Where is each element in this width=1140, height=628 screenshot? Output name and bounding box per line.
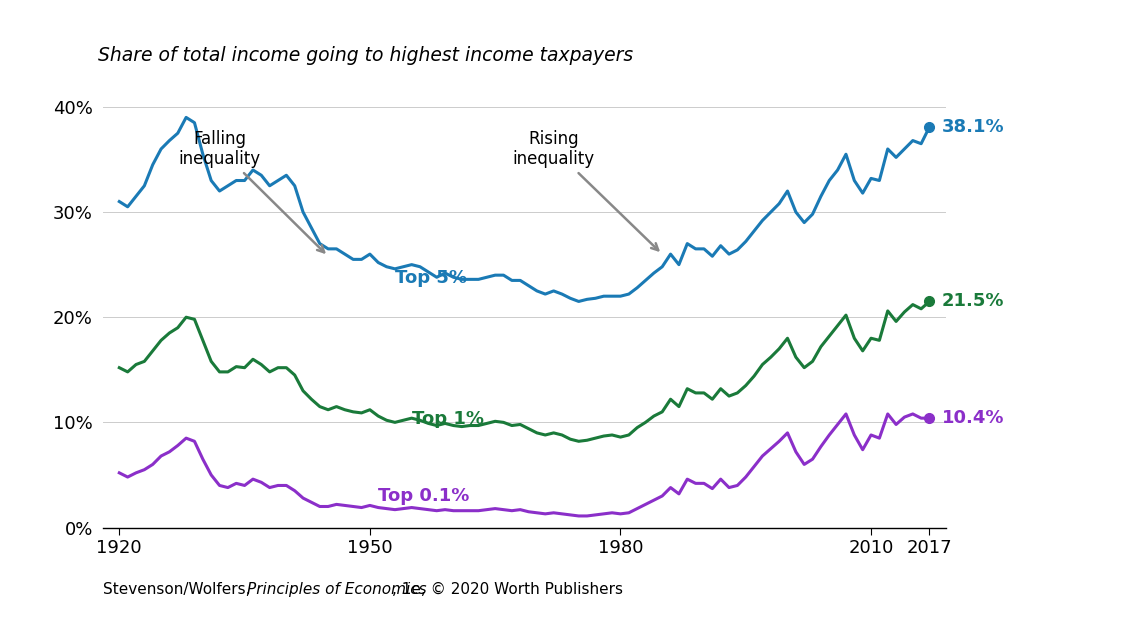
Text: Top 1%: Top 1% [412, 410, 483, 428]
Text: Rising
inequality: Rising inequality [513, 129, 658, 250]
Text: , 1e, © 2020 Worth Publishers: , 1e, © 2020 Worth Publishers [392, 582, 624, 597]
Text: 10.4%: 10.4% [942, 409, 1004, 427]
Text: 21.5%: 21.5% [942, 293, 1004, 310]
Text: Top 5%: Top 5% [394, 269, 467, 287]
Text: Stevenson/Wolfers,: Stevenson/Wolfers, [103, 582, 255, 597]
Text: Share of total income going to highest income taxpayers: Share of total income going to highest i… [98, 46, 634, 65]
Text: Principles of Economics: Principles of Economics [247, 582, 428, 597]
Text: Top 0.1%: Top 0.1% [378, 487, 470, 505]
Text: 38.1%: 38.1% [942, 118, 1004, 136]
Text: Falling
inequality: Falling inequality [179, 129, 324, 252]
